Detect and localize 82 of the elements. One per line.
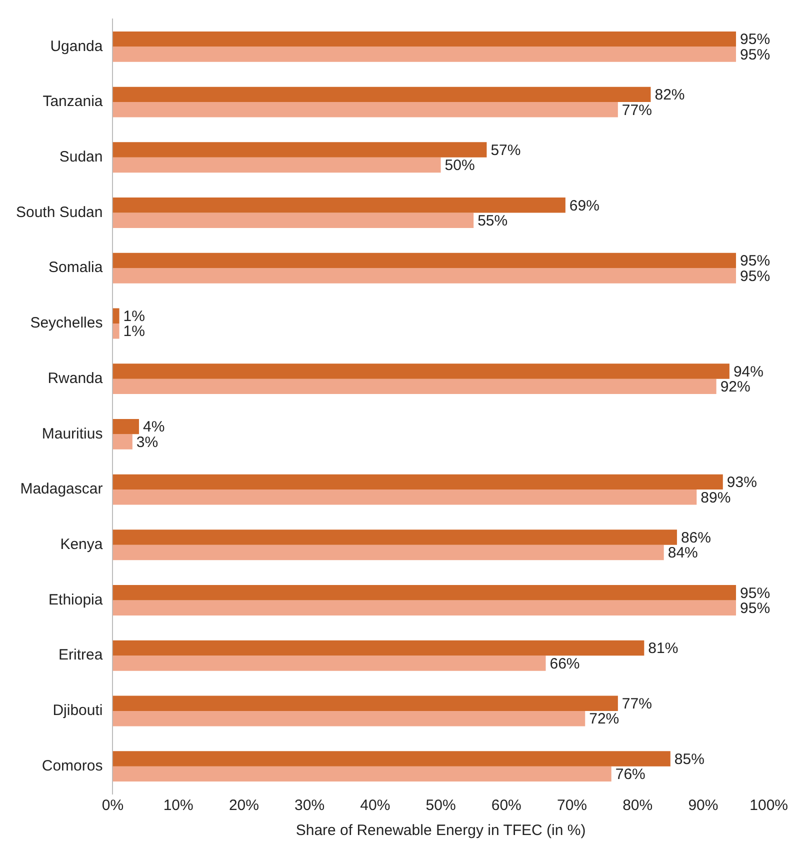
data-label: 93%	[726, 474, 757, 492]
bar	[112, 766, 612, 782]
bar	[112, 751, 670, 766]
bar	[112, 198, 566, 213]
bar	[112, 490, 697, 505]
data-label: 95%	[740, 31, 770, 48]
y-tick-label: Mauritius	[42, 425, 103, 442]
x-tick-label: 60%	[491, 797, 522, 814]
data-label: 81%	[648, 640, 678, 658]
bar	[112, 364, 730, 379]
y-tick-label: Somalia	[48, 259, 104, 276]
data-label: 66%	[550, 655, 580, 672]
data-label: 95%	[740, 584, 770, 602]
data-label: 55%	[478, 212, 508, 230]
data-label: 82%	[654, 86, 685, 104]
bar	[112, 378, 716, 394]
data-label: 1%	[123, 308, 145, 325]
bar	[112, 474, 723, 490]
bar	[112, 696, 618, 711]
data-label: 69%	[569, 197, 600, 214]
data-label: 92%	[720, 378, 750, 396]
bar	[112, 585, 736, 600]
x-tick-label: 70%	[556, 797, 588, 814]
data-label: 94%	[733, 363, 764, 380]
y-tick-label: Djibouti	[52, 702, 103, 720]
data-label: 95%	[740, 252, 770, 270]
data-label: 86%	[680, 529, 711, 546]
y-tick-label: Madagascar	[20, 480, 103, 498]
data-label: 85%	[674, 750, 704, 768]
data-label: 77%	[622, 695, 652, 712]
data-label: 50%	[444, 157, 475, 174]
x-tick-label: 50%	[426, 797, 456, 814]
data-label: 4%	[142, 418, 165, 436]
x-tick-label: 0%	[102, 797, 124, 814]
bar	[112, 46, 736, 62]
data-label: 3%	[136, 434, 158, 451]
bar	[112, 252, 736, 268]
x-tick-label: 80%	[622, 797, 653, 814]
y-tick-label: Rwanda	[48, 370, 104, 387]
data-label: 72%	[589, 710, 620, 728]
bar	[112, 212, 474, 228]
data-label: 95%	[740, 600, 770, 617]
y-tick-label: South Sudan	[16, 204, 103, 221]
bar	[112, 710, 586, 726]
data-label: 1%	[123, 323, 145, 340]
bar	[112, 31, 736, 47]
data-label: 77%	[622, 102, 652, 119]
bar	[112, 157, 441, 173]
bar	[112, 656, 546, 671]
x-tick-label: 100%	[750, 797, 788, 814]
bar	[112, 102, 618, 118]
x-tick-label: 30%	[294, 797, 325, 814]
x-tick-label: 40%	[360, 797, 390, 814]
y-tick-label: Kenya	[60, 536, 104, 554]
bar	[112, 640, 644, 656]
y-tick-label: Seychelles	[30, 314, 103, 332]
y-tick-label: Eritrea	[58, 646, 104, 664]
bar	[112, 142, 487, 158]
bar	[112, 323, 120, 339]
bar	[112, 418, 139, 434]
y-tick-label: Tanzania	[42, 93, 104, 110]
bar	[112, 600, 736, 616]
data-label: 89%	[700, 489, 731, 506]
bar	[112, 530, 677, 545]
x-axis-title: Share of Renewable Energy in TFEC (in %)	[296, 822, 586, 840]
data-label: 76%	[615, 766, 646, 784]
x-tick-label: 10%	[163, 797, 194, 814]
x-tick-label: 20%	[228, 797, 259, 814]
bar	[112, 544, 664, 560]
bar	[112, 86, 651, 102]
data-label: 84%	[668, 544, 698, 562]
y-tick-label: Ethiopia	[48, 591, 104, 608]
data-label: 57%	[490, 142, 521, 159]
bar	[112, 434, 132, 450]
y-tick-label: Uganda	[50, 38, 104, 55]
y-tick-label: Sudan	[59, 148, 103, 166]
bar	[112, 268, 736, 284]
x-tick-label: 90%	[688, 797, 718, 814]
data-label: 95%	[740, 46, 770, 64]
bar	[112, 308, 120, 324]
data-label: 95%	[740, 268, 770, 285]
y-tick-label: Comoros	[42, 757, 103, 774]
